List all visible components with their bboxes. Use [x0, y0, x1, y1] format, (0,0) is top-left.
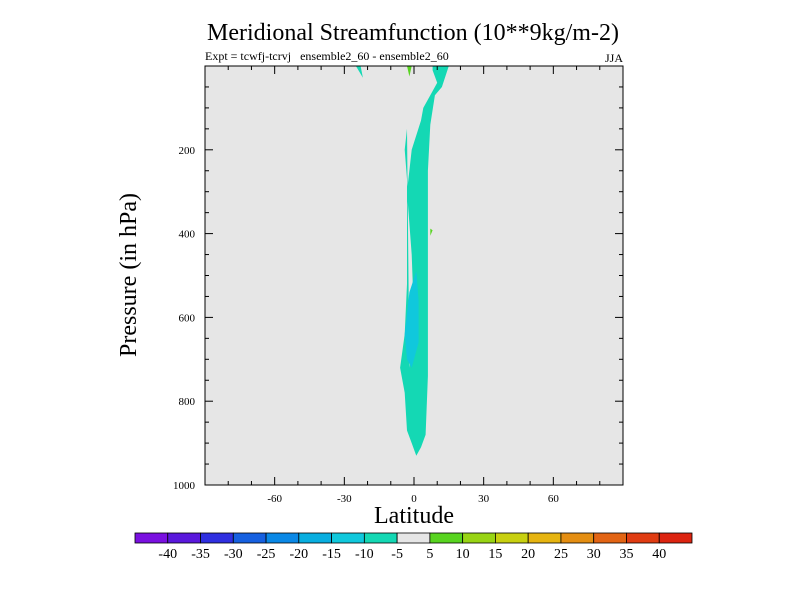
colorbar-label: -30 [224, 547, 243, 562]
colorbar-label: 35 [619, 547, 633, 562]
colorbar-swatch [560, 532, 595, 544]
colorbar-label: 5 [426, 547, 433, 562]
y-axis-label: Pressure (in hPa) [116, 193, 142, 357]
colorbar-label: -15 [322, 547, 341, 562]
colorbar-label: -35 [191, 547, 210, 562]
chart-subtitle-left: Expt = tcwfj-tcrvj ensemble2_60 - ensemb… [205, 49, 449, 63]
x-tick-label: 30 [478, 493, 490, 505]
x-tick-label: -30 [337, 493, 352, 505]
colorbar-label: 40 [652, 547, 666, 562]
colorbar-swatch [626, 532, 660, 544]
colorbar-swatch [232, 532, 267, 544]
colorbar-swatch [363, 532, 398, 544]
y-tick-label: 400 [179, 229, 196, 241]
colorbar-swatch [462, 532, 496, 544]
contour-region-neg-5-top-left-speck [355, 66, 363, 78]
x-tick-label: -60 [267, 493, 282, 505]
colorbar-swatch [658, 532, 693, 544]
y-tick-label: 1000 [173, 480, 196, 492]
colorbar-swatch [167, 532, 201, 544]
colorbar-label: -5 [391, 547, 403, 562]
chart-subtitle-right: JJA [605, 51, 623, 65]
contour-region-pos-5-top-speck [407, 66, 412, 77]
y-tick-label: 800 [179, 396, 196, 408]
axis-ticks: -60 -30 0 30 60 200 400 600 800 1000 [173, 66, 623, 505]
x-tick-label: 60 [548, 493, 560, 505]
y-tick-label: 200 [179, 145, 196, 157]
x-axis-label: Latitude [374, 503, 454, 529]
colorbar-swatch [298, 532, 332, 544]
colorbar-label: 20 [521, 547, 535, 562]
colorbar-label: -25 [257, 547, 276, 562]
colorbar-swatch [527, 532, 562, 544]
colorbar-swatch [265, 532, 300, 544]
colorbar-label: 10 [456, 547, 470, 562]
colorbar-label: -10 [355, 547, 374, 562]
colorbar-swatch [495, 532, 529, 544]
contour-region-neg-10-to-5-core [404, 271, 419, 368]
colorbar-swatch [396, 532, 431, 544]
colorbar-label: 25 [554, 547, 568, 562]
y-tick-label: 600 [179, 312, 196, 324]
colorbar-label: 30 [587, 547, 601, 562]
colorbar-swatch [134, 532, 169, 544]
contour-region-pos-5-mid-speck [430, 228, 433, 236]
colorbar-swatch [331, 532, 365, 544]
colorbar-swatch [429, 532, 464, 544]
colorbar-label: -20 [289, 547, 308, 562]
colorbar-swatch [593, 532, 627, 544]
chart-title: Meridional Streamfunction (10**9kg/m-2) [207, 20, 619, 46]
colorbar-label: 15 [488, 547, 502, 562]
colorbar-label: -40 [158, 547, 177, 562]
colorbar-swatch [200, 532, 234, 544]
colorbar: -40 -35 -30 -25 -20 -15 -10 -5 5 10 15 20 25 30 35 40 [134, 532, 693, 562]
x-tick-label: 0 [411, 493, 417, 505]
contour-regions [355, 66, 449, 456]
